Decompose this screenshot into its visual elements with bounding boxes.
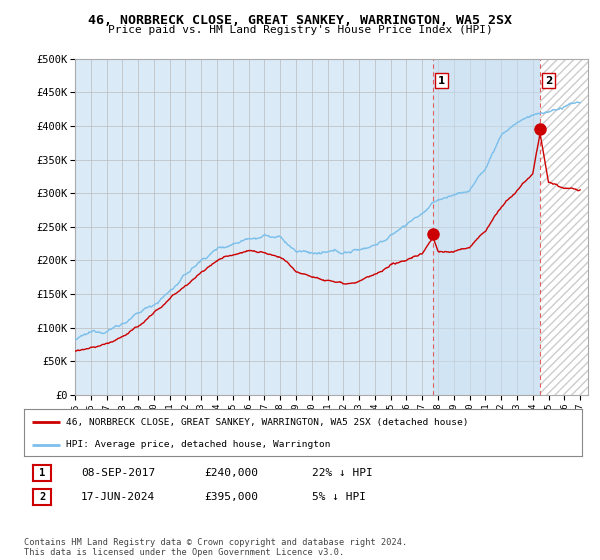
Text: 1: 1 [438, 76, 445, 86]
Bar [433, 59, 540, 395]
Text: Contains HM Land Registry data © Crown copyright and database right 2024.
This d: Contains HM Land Registry data © Crown c… [24, 538, 407, 557]
Text: 5% ↓ HPI: 5% ↓ HPI [312, 492, 366, 502]
Text: £395,000: £395,000 [204, 492, 258, 502]
Text: 1: 1 [39, 468, 45, 478]
Text: HPI: Average price, detached house, Warrington: HPI: Average price, detached house, Warr… [66, 440, 331, 449]
Text: 46, NORBRECK CLOSE, GREAT SANKEY, WARRINGTON, WA5 2SX (detached house): 46, NORBRECK CLOSE, GREAT SANKEY, WARRIN… [66, 418, 469, 427]
Text: 22% ↓ HPI: 22% ↓ HPI [312, 468, 373, 478]
Bar [540, 59, 588, 395]
Text: 2: 2 [545, 76, 552, 86]
Text: Price paid vs. HM Land Registry's House Price Index (HPI): Price paid vs. HM Land Registry's House … [107, 25, 493, 35]
Text: 46, NORBRECK CLOSE, GREAT SANKEY, WARRINGTON, WA5 2SX: 46, NORBRECK CLOSE, GREAT SANKEY, WARRIN… [88, 14, 512, 27]
Text: 17-JUN-2024: 17-JUN-2024 [81, 492, 155, 502]
Text: £240,000: £240,000 [204, 468, 258, 478]
Bar [540, 59, 588, 395]
Text: 2: 2 [39, 492, 45, 502]
Text: 08-SEP-2017: 08-SEP-2017 [81, 468, 155, 478]
